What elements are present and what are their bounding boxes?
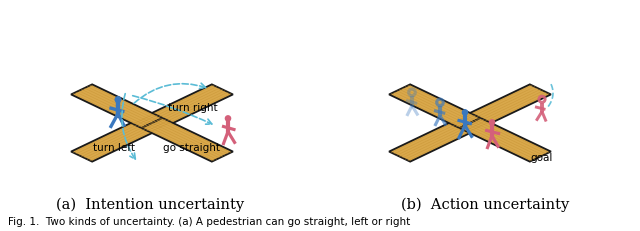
Polygon shape (141, 84, 233, 128)
Polygon shape (460, 118, 551, 162)
Text: Fig. 1.  Two kinds of uncertainty. (a) A pedestrian can go straight, left or rig: Fig. 1. Two kinds of uncertainty. (a) A … (8, 217, 410, 227)
Polygon shape (71, 118, 163, 162)
Polygon shape (389, 84, 481, 128)
Polygon shape (389, 118, 481, 162)
Text: turn left: turn left (93, 143, 135, 153)
Text: (b)  Action uncertainty: (b) Action uncertainty (401, 198, 569, 212)
Text: (a)  Intention uncertainty: (a) Intention uncertainty (56, 198, 244, 212)
Text: go straight: go straight (163, 143, 220, 153)
Text: turn right: turn right (168, 103, 218, 113)
Circle shape (461, 109, 468, 116)
Circle shape (489, 119, 495, 126)
Circle shape (225, 115, 231, 122)
Polygon shape (141, 118, 233, 162)
Polygon shape (460, 84, 551, 128)
Polygon shape (71, 84, 163, 128)
Text: goal: goal (530, 153, 552, 163)
Circle shape (115, 96, 122, 103)
